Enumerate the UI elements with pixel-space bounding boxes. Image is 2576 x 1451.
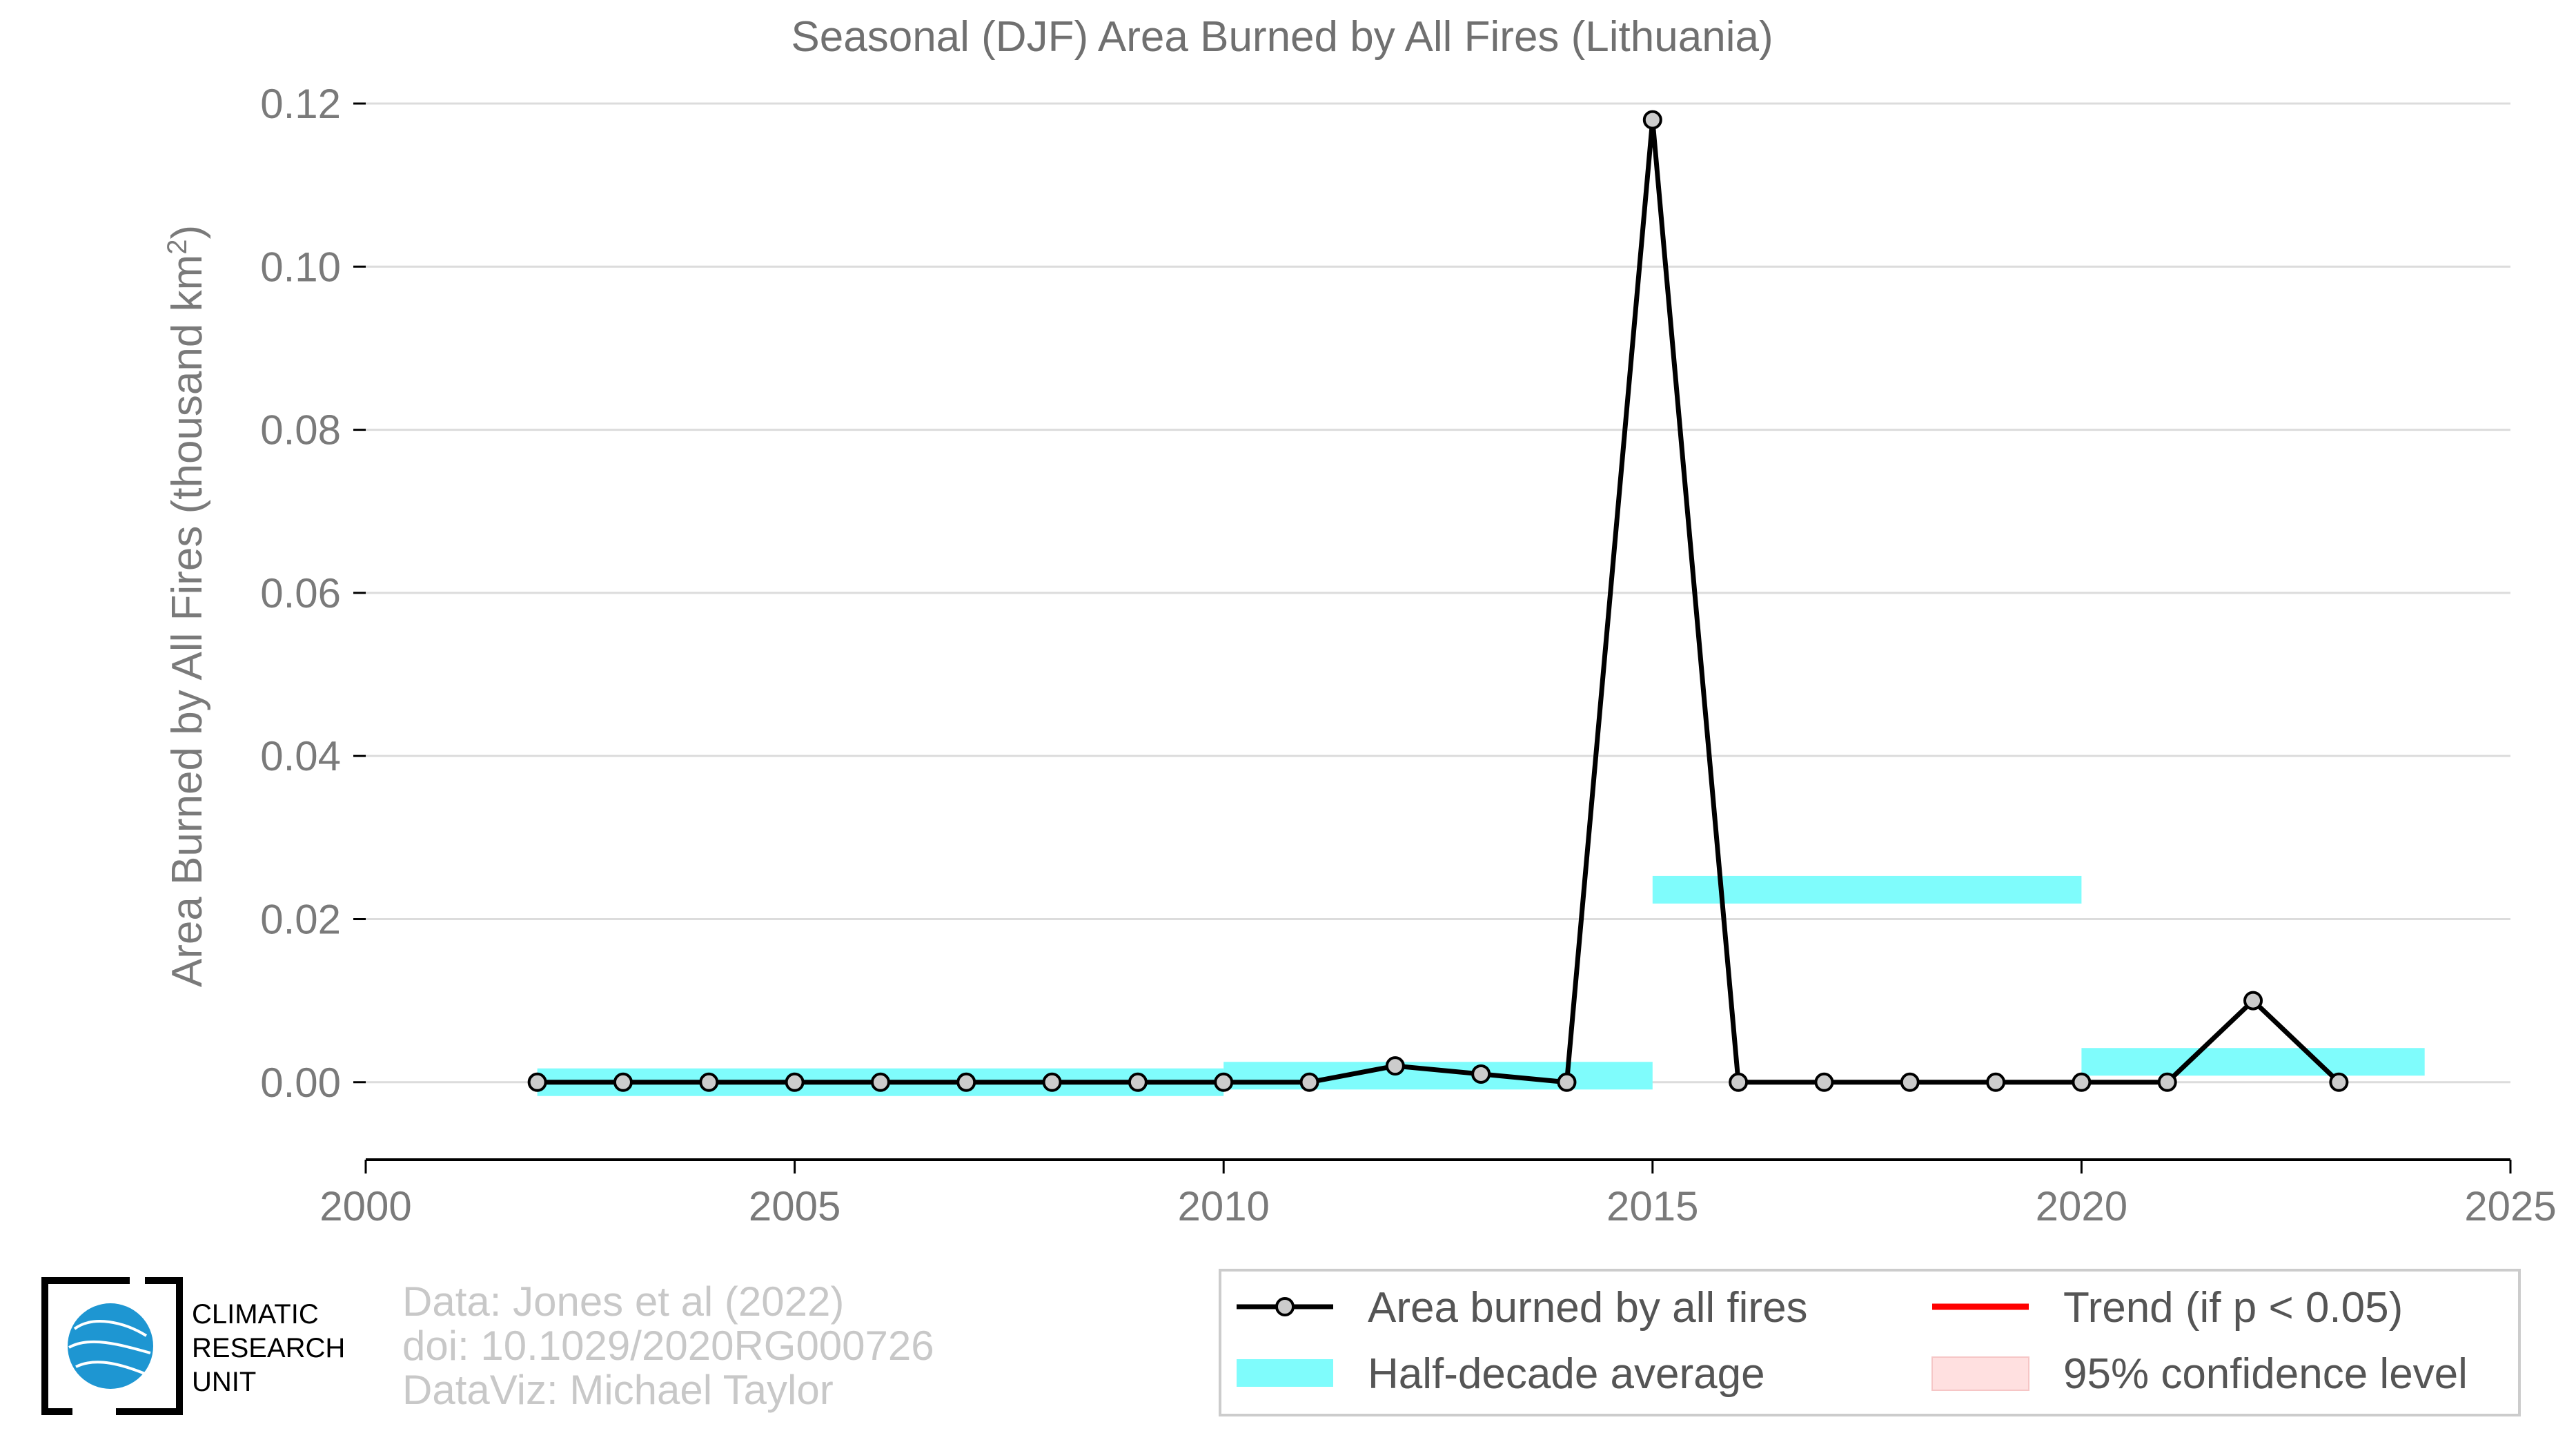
y-tick-label: 0.02 xyxy=(260,896,341,942)
y-axis-label-close: ) xyxy=(164,225,211,240)
logo-bracket-right xyxy=(116,1277,183,1415)
globe-icon xyxy=(68,1303,153,1389)
chart-title: Seasonal (DJF) Area Burned by All Fires … xyxy=(791,13,1773,61)
half-decade-band-3 xyxy=(2081,1048,2425,1076)
x-axis: 2000 2005 2010 2015 2020 2025 xyxy=(319,1158,2557,1229)
data-point xyxy=(2072,1072,2092,1092)
data-point xyxy=(1557,1072,1577,1092)
y-tick-labels: 0.00 0.02 0.04 0.06 0.08 0.10 0.12 xyxy=(260,81,341,1106)
x-tick-label: 2020 xyxy=(2036,1183,2127,1229)
data-point xyxy=(1042,1072,1062,1092)
credit-data: Data: Jones et al (2022) xyxy=(402,1278,844,1325)
data-point xyxy=(1900,1072,1920,1092)
x-tick-label: 2005 xyxy=(749,1183,840,1229)
half-decade-band-1 xyxy=(1223,1062,1653,1090)
y-tick-label: 0.06 xyxy=(260,570,341,616)
data-point xyxy=(1299,1072,1319,1092)
cru-logo: CLIMATIC RESEARCH UNIT xyxy=(41,1277,345,1415)
data-point xyxy=(1214,1072,1234,1092)
y-tick-label: 0.00 xyxy=(260,1060,341,1106)
half-decade-bands xyxy=(537,875,2425,1096)
y-tick-label: 0.04 xyxy=(260,733,341,779)
globe-swirl xyxy=(68,1320,151,1375)
legend-label-trend: Trend (if p < 0.05) xyxy=(2063,1284,2403,1332)
x-tick-label: 2010 xyxy=(1177,1183,1269,1229)
logo-text-climatic: CLIMATIC xyxy=(192,1299,319,1330)
data-point xyxy=(2243,991,2263,1011)
data-point xyxy=(956,1072,976,1092)
legend-marker-swatch xyxy=(1275,1297,1295,1316)
credit-doi: doi: 10.1029/2020RG000726 xyxy=(402,1323,934,1369)
logo-text-research: RESEARCH xyxy=(192,1333,345,1363)
data-point xyxy=(870,1072,890,1092)
data-point xyxy=(613,1072,633,1092)
data-point xyxy=(2157,1072,2177,1092)
data-point xyxy=(527,1072,547,1092)
legend-label-confidence: 95% confidence level xyxy=(2063,1350,2468,1398)
y-axis-label-text: Area Burned by All Fires (thousand km xyxy=(164,255,211,987)
legend-label-half-decade: Half-decade average xyxy=(1368,1350,1765,1398)
logo-bracket-left xyxy=(41,1277,130,1415)
data-point xyxy=(1642,110,1662,130)
x-tick-label: 2000 xyxy=(319,1183,411,1229)
data-point xyxy=(699,1072,719,1092)
y-axis-label: Area Burned by All Fires (thousand km2) xyxy=(162,225,211,987)
legend-label-area-burned: Area burned by all fires xyxy=(1368,1284,1808,1332)
half-decade-band-2 xyxy=(1652,875,2082,904)
data-point xyxy=(1986,1072,2006,1092)
legend-band-swatch xyxy=(1237,1359,1333,1387)
data-point xyxy=(1814,1072,1834,1092)
x-tick-label: 2025 xyxy=(2464,1183,2556,1229)
legend-confidence-swatch xyxy=(1931,1356,2029,1391)
data-series xyxy=(527,110,2349,1092)
data-point xyxy=(1385,1056,1405,1076)
x-tick-label: 2015 xyxy=(1606,1183,1698,1229)
data-point xyxy=(1471,1064,1491,1084)
data-point xyxy=(1128,1072,1148,1092)
data-point xyxy=(1729,1072,1749,1092)
data-point xyxy=(2329,1072,2349,1092)
y-tick-label: 0.12 xyxy=(260,81,341,127)
legend-box xyxy=(1219,1269,2521,1416)
y-axis-label-superscript: 2 xyxy=(162,240,193,255)
y-tick-label: 0.08 xyxy=(260,407,341,454)
credit-dataviz: DataViz: Michael Taylor xyxy=(402,1367,834,1413)
y-tick-label: 0.10 xyxy=(260,244,341,290)
legend: Area burned by all fires Trend (if p < 0… xyxy=(1219,1269,2521,1416)
data-point xyxy=(785,1072,805,1092)
series-line xyxy=(537,117,2341,1085)
grid-lines xyxy=(353,102,2510,1084)
logo-text-unit: UNIT xyxy=(192,1367,256,1397)
